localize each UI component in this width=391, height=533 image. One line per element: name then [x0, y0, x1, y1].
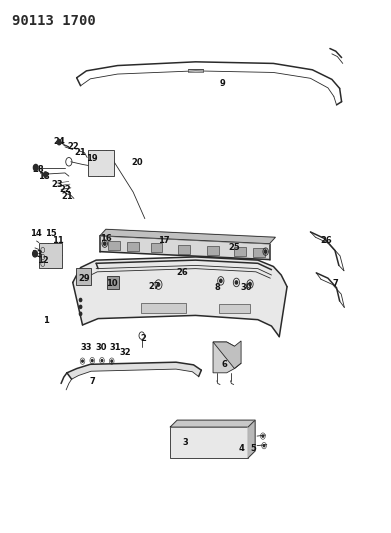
Circle shape: [82, 360, 83, 362]
Text: 15: 15: [45, 229, 56, 238]
Text: 9: 9: [220, 78, 226, 87]
Circle shape: [264, 250, 267, 253]
Text: 5: 5: [250, 444, 256, 453]
Text: 90113 1700: 90113 1700: [13, 14, 96, 28]
Circle shape: [33, 165, 38, 171]
Text: 2: 2: [140, 334, 146, 343]
Circle shape: [79, 305, 82, 309]
Circle shape: [262, 435, 264, 437]
Text: 12: 12: [37, 256, 48, 265]
Text: 13: 13: [31, 250, 43, 259]
Bar: [170, 427, 248, 458]
Bar: [108, 241, 120, 251]
Circle shape: [79, 312, 82, 316]
Text: 30: 30: [95, 343, 107, 352]
Circle shape: [91, 360, 93, 362]
Text: 22: 22: [59, 185, 71, 195]
Bar: [253, 248, 265, 257]
Circle shape: [32, 251, 37, 257]
Polygon shape: [213, 342, 235, 373]
Text: 29: 29: [79, 273, 90, 282]
Text: 22: 22: [67, 142, 79, 151]
Text: 10: 10: [106, 279, 118, 288]
Bar: [88, 150, 114, 176]
Text: 25: 25: [229, 244, 240, 253]
Circle shape: [79, 298, 82, 302]
Circle shape: [249, 282, 251, 286]
Text: 32: 32: [120, 348, 131, 357]
Polygon shape: [170, 420, 255, 427]
Bar: [235, 247, 246, 256]
Text: 30: 30: [240, 283, 252, 292]
Text: 18: 18: [38, 172, 49, 181]
Text: 33: 33: [81, 343, 92, 352]
Circle shape: [57, 140, 61, 145]
Text: 21: 21: [61, 192, 73, 201]
Text: 20: 20: [131, 158, 143, 167]
Text: 3: 3: [183, 439, 188, 448]
Text: 17: 17: [158, 237, 170, 246]
Circle shape: [104, 242, 106, 245]
Bar: [219, 304, 250, 313]
Circle shape: [157, 283, 160, 286]
Bar: [127, 243, 139, 251]
Text: 21: 21: [75, 148, 86, 157]
Bar: [76, 268, 91, 285]
Text: 19: 19: [86, 154, 98, 163]
Text: 26: 26: [176, 269, 188, 277]
Text: 7: 7: [90, 377, 95, 386]
Circle shape: [111, 360, 113, 362]
Bar: [207, 246, 219, 255]
Circle shape: [220, 279, 222, 282]
Polygon shape: [248, 420, 255, 458]
Polygon shape: [67, 362, 201, 379]
Text: 23: 23: [51, 180, 63, 189]
Polygon shape: [100, 229, 275, 244]
Circle shape: [263, 445, 265, 447]
Text: 28: 28: [32, 165, 43, 174]
Bar: [141, 303, 186, 313]
Text: 11: 11: [52, 237, 64, 246]
Polygon shape: [100, 236, 269, 260]
Bar: [108, 276, 119, 289]
Text: 4: 4: [239, 444, 244, 453]
Bar: [151, 244, 162, 253]
Circle shape: [101, 360, 103, 362]
Text: 7: 7: [332, 279, 338, 288]
Text: 24: 24: [53, 137, 65, 146]
Circle shape: [43, 172, 47, 177]
Text: 8: 8: [214, 283, 220, 292]
Bar: [178, 245, 190, 254]
Bar: [39, 243, 62, 268]
Polygon shape: [213, 341, 241, 368]
Text: 26: 26: [320, 237, 332, 246]
Text: 14: 14: [30, 229, 41, 238]
Text: 27: 27: [149, 282, 160, 291]
Text: 6: 6: [222, 360, 228, 369]
Text: 16: 16: [100, 234, 112, 243]
Polygon shape: [73, 257, 287, 337]
Circle shape: [235, 281, 238, 284]
Text: 31: 31: [110, 343, 122, 352]
Text: 1: 1: [43, 316, 48, 325]
